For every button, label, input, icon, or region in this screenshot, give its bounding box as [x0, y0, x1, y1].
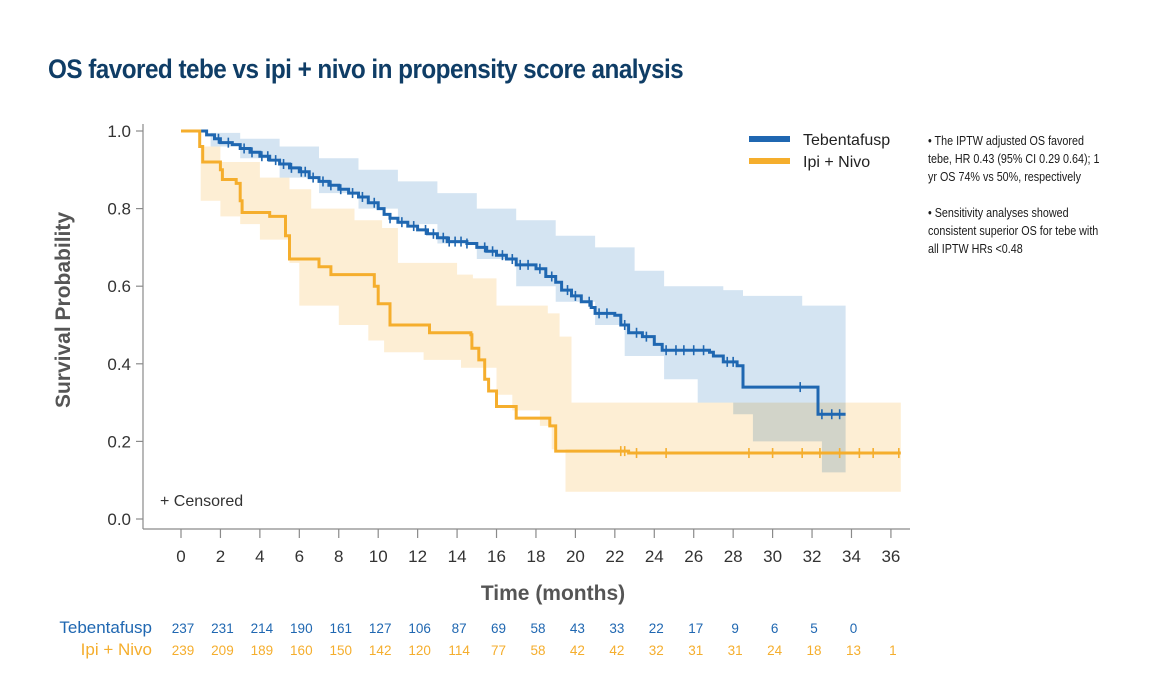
x-tick-label: 30 — [763, 547, 782, 566]
risk-count-tebe: 69 — [491, 621, 506, 636]
y-tick-label: 0.2 — [107, 432, 131, 451]
risk-count-tebe: 33 — [609, 621, 624, 636]
risk-count-ipi: 42 — [609, 643, 624, 658]
x-axis-title: Time (months) — [481, 582, 625, 605]
risk-count-tebe: 127 — [369, 621, 392, 636]
risk-count-ipi: 32 — [649, 643, 664, 658]
risk-count-tebe: 5 — [810, 621, 818, 636]
legend: Tebentafusp Ipi + Nivo — [749, 132, 890, 171]
risk-table: Tebentafusp 237 231 214 190 161 127 106 87 69 58 43… — [59, 618, 896, 659]
x-tick-label: 20 — [566, 547, 585, 566]
risk-count-ipi: 77 — [491, 643, 506, 658]
x-tick-label: 22 — [605, 547, 624, 566]
y-tick-label: 0.8 — [107, 200, 131, 219]
x-tick-label: 14 — [448, 547, 467, 566]
x-tick-label: 12 — [408, 547, 427, 566]
risk-count-tebe: 87 — [452, 621, 467, 636]
risk-count-tebe: 237 — [172, 621, 195, 636]
x-tick-label: 36 — [881, 547, 900, 566]
risk-count-tebe: 22 — [649, 621, 664, 636]
survival-curves — [181, 129, 901, 459]
y-tick-label: 0.6 — [107, 277, 131, 296]
risk-count-ipi: 1 — [889, 643, 897, 658]
risk-count-ipi: 58 — [530, 643, 545, 658]
x-tick-label: 0 — [176, 547, 185, 566]
risk-count-ipi: 120 — [408, 643, 431, 658]
risk-count-ipi: 18 — [807, 643, 822, 658]
x-tick-label: 28 — [724, 547, 743, 566]
x-tick-label: 26 — [684, 547, 703, 566]
notes-panel: • The IPTW adjusted OS favored tebe, HR … — [928, 132, 1109, 276]
risk-row-label-tebe: Tebentafusp — [59, 618, 152, 637]
risk-count-ipi: 31 — [728, 643, 743, 658]
risk-count-ipi: 189 — [251, 643, 274, 658]
y-axis-title: Survival Probability — [52, 212, 75, 408]
risk-count-tebe: 190 — [290, 621, 313, 636]
risk-count-ipi: 239 — [172, 643, 195, 658]
risk-count-ipi: 24 — [767, 643, 783, 658]
risk-count-ipi: 160 — [290, 643, 313, 658]
x-tick-label: 8 — [334, 547, 343, 566]
x-tick-label: 32 — [803, 547, 822, 566]
legend-label-ipi: Ipi + Nivo — [803, 154, 870, 171]
risk-count-tebe: 9 — [731, 621, 739, 636]
ci-band-tebe — [181, 131, 846, 473]
x-tick-label: 34 — [842, 547, 861, 566]
risk-count-ipi: 150 — [329, 643, 352, 658]
x-tick-label: 2 — [216, 547, 225, 566]
risk-count-ipi: 209 — [211, 643, 234, 658]
risk-count-tebe: 17 — [688, 621, 703, 636]
note-iptw-hr: • The IPTW adjusted OS favored tebe, HR … — [928, 134, 1100, 184]
risk-count-ipi: 13 — [846, 643, 861, 658]
legend-label-tebe: Tebentafusp — [803, 132, 890, 149]
x-tick-label: 6 — [295, 547, 304, 566]
risk-count-ipi: 142 — [369, 643, 392, 658]
x-tick-label: 10 — [369, 547, 388, 566]
y-tick-label: 0.4 — [107, 355, 131, 374]
chart-title: OS favored tebe vs ipi + nivo in propens… — [48, 54, 684, 84]
risk-count-tebe: 161 — [329, 621, 352, 636]
risk-count-tebe: 58 — [530, 621, 545, 636]
ci-band-ipi — [181, 131, 901, 492]
confidence-bands — [181, 131, 901, 492]
risk-count-tebe: 106 — [408, 621, 431, 636]
km-curve-ipi — [181, 129, 901, 455]
risk-count-tebe: 43 — [570, 621, 585, 636]
x-tick-label: 24 — [645, 547, 664, 566]
risk-count-ipi: 114 — [448, 643, 470, 658]
censored-note: + Censored — [160, 493, 243, 510]
risk-count-ipi: 42 — [570, 643, 585, 658]
note-sensitivity: • Sensitivity analyses showed consistent… — [928, 206, 1099, 256]
y-tick-label: 1.0 — [107, 122, 131, 141]
risk-count-tebe: 214 — [251, 621, 274, 636]
risk-count-tebe: 0 — [850, 621, 858, 636]
x-tick-label: 18 — [526, 547, 545, 566]
risk-count-tebe: 6 — [771, 621, 779, 636]
risk-row-label-ipi: Ipi + Nivo — [81, 640, 152, 659]
risk-count-ipi: 31 — [688, 643, 703, 658]
km-curve-tebe — [181, 129, 846, 416]
y-tick-label: 0.0 — [107, 510, 131, 529]
axes: 0.00.20.40.60.81.00 2 4 6 8 10 12 14 16 18 20 22 24 2… — [52, 122, 910, 605]
risk-count-tebe: 231 — [211, 621, 234, 636]
x-tick-label: 16 — [487, 547, 506, 566]
x-tick-label: 4 — [255, 547, 264, 566]
